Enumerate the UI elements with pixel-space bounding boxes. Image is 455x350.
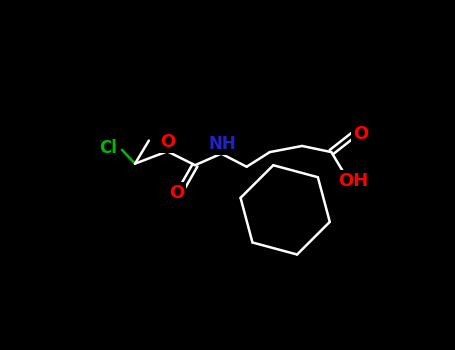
Text: OH: OH [338, 172, 368, 190]
Text: O: O [161, 133, 176, 151]
Text: NH: NH [209, 135, 237, 153]
Text: Cl: Cl [99, 139, 117, 157]
Text: O: O [169, 184, 184, 202]
Text: O: O [353, 125, 368, 143]
